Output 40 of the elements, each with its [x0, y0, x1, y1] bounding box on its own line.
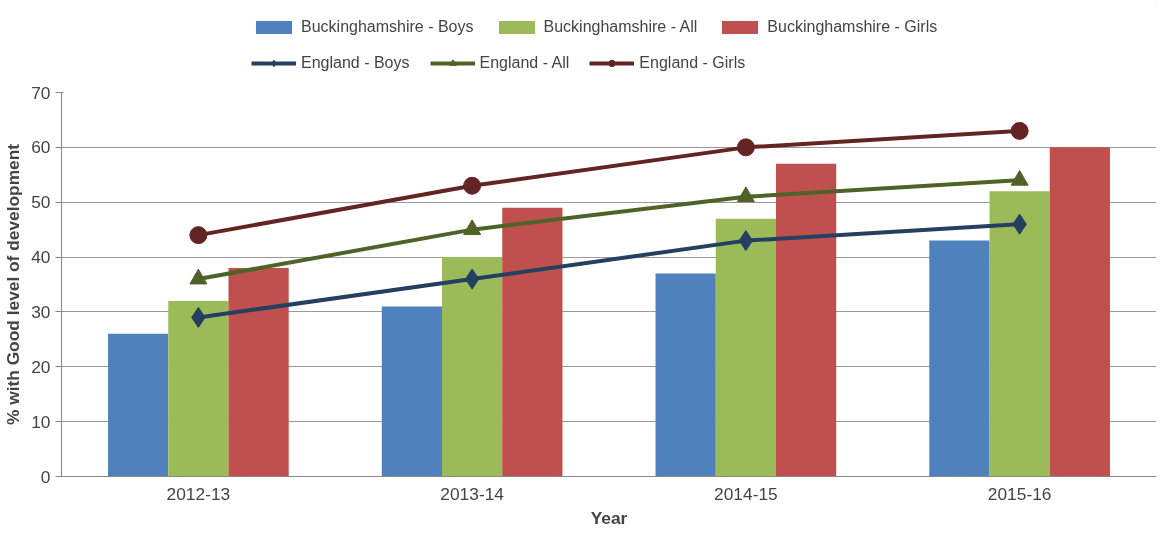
- y-tick-label: 40: [31, 247, 51, 268]
- bar: [1049, 147, 1110, 477]
- legend-label: Buckinghamshire - All: [543, 18, 698, 36]
- y-axis-title: % with Good level of development: [3, 143, 24, 426]
- bar: [502, 207, 563, 477]
- y-tick-label: 20: [31, 356, 51, 377]
- y-tick-label: 0: [40, 466, 51, 487]
- y-tick-label: 30: [31, 301, 51, 322]
- x-tick-label: 2015-16: [987, 483, 1052, 504]
- bar: [929, 240, 990, 477]
- y-tick-label: 70: [31, 82, 51, 103]
- point: [736, 186, 755, 203]
- y-tick-label: 60: [31, 137, 51, 158]
- point: [464, 268, 480, 290]
- bar: [715, 218, 776, 477]
- bar: [989, 191, 1050, 477]
- bar: [168, 300, 229, 477]
- x-tick-label: 2012-13: [166, 483, 231, 504]
- bar: [381, 306, 443, 477]
- bar: [108, 333, 169, 477]
- x-tick-label: 2013-14: [440, 483, 505, 504]
- y-tick-label: 10: [31, 411, 51, 432]
- point: [463, 176, 482, 195]
- point: [1010, 121, 1029, 140]
- bar: [442, 257, 503, 477]
- point: [189, 226, 208, 245]
- bar: [655, 273, 716, 477]
- point: [738, 230, 754, 252]
- legend-label: Buckinghamshire - Girls: [767, 18, 938, 36]
- legend-label: Buckinghamshire - Boys: [301, 18, 474, 36]
- bar: [775, 163, 837, 477]
- point: [736, 138, 755, 157]
- legend-label: England - Girls: [639, 54, 746, 72]
- legend-label: England - All: [479, 54, 570, 72]
- bar: [228, 268, 289, 477]
- point: [463, 219, 482, 236]
- x-tick-label: 2014-15: [714, 483, 778, 504]
- x-axis-title: Year: [590, 507, 628, 528]
- legend-label: England - Boys: [301, 54, 410, 72]
- y-tick-label: 50: [31, 192, 51, 213]
